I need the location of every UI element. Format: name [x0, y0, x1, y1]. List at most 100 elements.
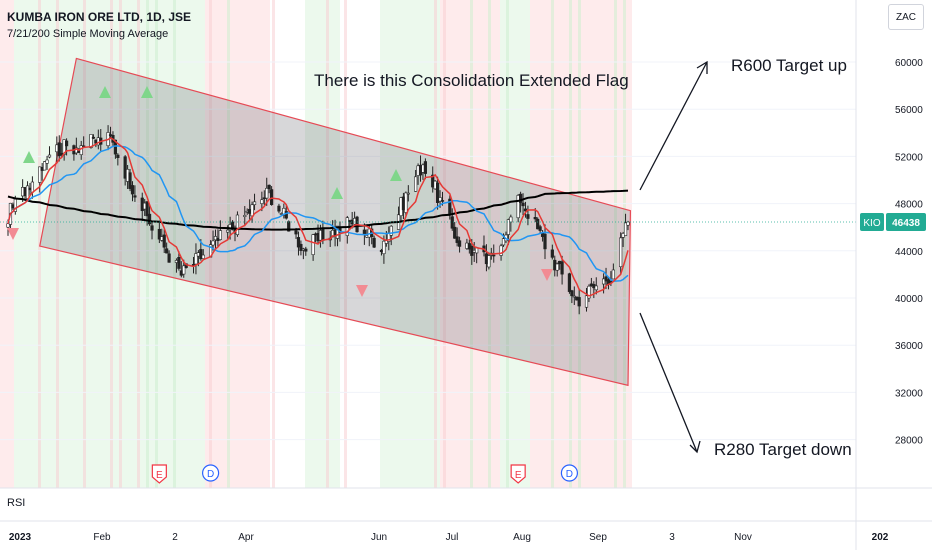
earnings-marker-label: E — [515, 470, 522, 481]
session-band — [380, 0, 440, 488]
candle-body — [438, 197, 442, 202]
candle-body — [116, 154, 120, 158]
buy-signal-icon — [23, 151, 35, 163]
time-tick-label: Feb — [93, 532, 111, 543]
candle-body — [487, 255, 491, 268]
price-tick-label: 56000 — [895, 105, 923, 116]
buy-signal-icon — [331, 187, 343, 199]
candle-body — [450, 216, 454, 229]
candle-body — [218, 230, 222, 240]
session-stripe — [488, 0, 491, 488]
candle-body — [194, 253, 198, 265]
session-stripe — [569, 0, 572, 488]
buy-signal-icon — [99, 86, 111, 98]
candle-body — [287, 221, 291, 232]
candle-body — [130, 185, 135, 195]
candle-body — [550, 249, 554, 258]
buy-signal-icon — [141, 86, 153, 98]
price-tick-label: 44000 — [895, 247, 923, 258]
candle-body — [64, 140, 69, 147]
session-stripe — [56, 0, 59, 488]
earnings-event-icon: E — [151, 464, 167, 484]
candle-body — [47, 154, 52, 158]
candle-body — [567, 273, 572, 292]
candles — [6, 125, 630, 315]
session-band — [0, 0, 14, 488]
session-stripe — [272, 0, 275, 488]
candle-body — [252, 201, 257, 206]
price-badge-value: 46438 — [892, 218, 920, 229]
candle-body — [601, 278, 606, 285]
candle-body — [57, 142, 61, 157]
price-tick-label: 36000 — [895, 341, 923, 352]
sell-signal-icon — [541, 269, 553, 281]
candle-body — [436, 182, 440, 203]
candle-body — [584, 295, 589, 308]
candle-body — [30, 181, 35, 193]
indicator-label: 7/21/200 Simple Moving Average — [7, 28, 169, 40]
candle-body — [211, 240, 215, 246]
candle-body — [294, 230, 298, 235]
candle-body — [113, 139, 118, 155]
time-tick-label: 2 — [172, 532, 178, 543]
time-tick-label: Nov — [734, 532, 752, 543]
candle-body — [457, 240, 462, 247]
candle-body — [404, 192, 408, 213]
candle-body — [389, 225, 393, 236]
candle-body — [501, 238, 506, 246]
time-tick-label: 2023 — [9, 532, 32, 543]
price-badge-value-bg — [886, 213, 926, 232]
target-up-arrow — [639, 61, 708, 191]
dividend-marker-shape — [560, 464, 579, 482]
candle-body — [572, 295, 576, 298]
time-tick-label: Jul — [446, 532, 459, 543]
target-down-arrowhead — [689, 440, 701, 454]
session-stripe — [614, 0, 617, 488]
session-stripe — [443, 0, 446, 488]
candle-body — [199, 249, 203, 260]
candle-body — [523, 208, 528, 212]
candle-body — [145, 201, 149, 217]
target-down-annotation: R280 Target down — [714, 440, 852, 459]
session-stripe — [119, 0, 122, 488]
session-stripe — [227, 0, 230, 488]
flag-annotation: There is this Consolidation Extended Fla… — [314, 71, 629, 90]
candle-body — [45, 159, 49, 164]
candle-body — [560, 261, 564, 275]
session-stripe — [155, 0, 158, 488]
time-tick-label: Jun — [371, 532, 387, 543]
candle-body — [284, 211, 288, 219]
candle-body — [570, 290, 574, 297]
price-tick-label: 52000 — [895, 152, 923, 163]
candle-body — [201, 254, 205, 259]
time-tick-label: Sep — [589, 532, 607, 543]
price-axis: 60000 56000 52000 48000 44000 40000 36000 32000… — [895, 58, 923, 447]
candle-body — [406, 192, 410, 195]
sma7-line — [7, 137, 629, 297]
candle-body — [321, 227, 325, 241]
price-badge-symbol: KIO — [863, 218, 880, 229]
candle-body — [533, 217, 537, 220]
dividend-event-icon: D — [560, 464, 579, 482]
earnings-marker-shape — [151, 464, 167, 484]
candle-body — [506, 219, 510, 235]
session-stripe — [83, 0, 86, 488]
candle-body — [440, 200, 445, 202]
currency-button[interactable]: ZAC — [888, 4, 924, 30]
price-tick-label: 40000 — [895, 294, 923, 305]
target-down-arrow — [639, 312, 698, 453]
candle-body — [423, 161, 428, 174]
target-up-arrowhead — [696, 60, 708, 74]
candle-body — [492, 254, 496, 257]
time-tick-label: Aug — [513, 532, 531, 543]
candle-body — [296, 237, 301, 248]
session-stripe — [38, 0, 41, 488]
candle-body — [526, 214, 530, 219]
price-badge-symbol-bg — [860, 213, 884, 232]
candle-body — [250, 204, 254, 217]
candle-body — [133, 195, 137, 198]
candle-body — [499, 245, 503, 256]
session-stripe — [578, 0, 581, 488]
last-price-badge: KIO 46438 — [860, 213, 926, 232]
